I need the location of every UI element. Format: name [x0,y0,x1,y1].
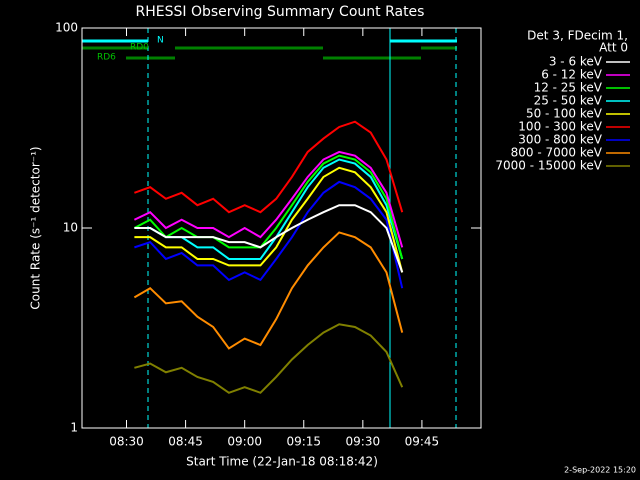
x-tick-label: 09:00 [227,435,262,449]
legend-label: 6 - 12 keV [541,68,603,82]
y-axis-label: Count Rate (s⁻¹ detector⁻¹) [29,146,43,309]
x-tick-label: 08:45 [168,435,203,449]
series-line [134,120,404,214]
series-line [133,154,404,260]
y-tick-label: 1 [70,421,78,435]
legend-label: 800 - 7000 keV [511,146,603,160]
series-line [134,204,404,273]
legend-label: 25 - 50 keV [534,94,603,108]
flag-label: RD6 [97,53,116,63]
footer: 2-Sep-2022 15:20 [564,466,636,475]
x-axis-label: Start Time (22-Jan-18 08:18:42) [186,455,378,469]
flag-label: RD0 [130,43,149,53]
series-line [133,231,404,350]
series-line [134,180,404,289]
legend-label: 7000 - 15000 keV [495,159,602,173]
series-line [134,166,404,273]
chart-title: RHESSI Observing Summary Count Rates [136,4,425,20]
y-tick-label: 10 [63,221,78,235]
legend-label: 300 - 800 keV [518,133,602,147]
legend-title: Att 0 [599,41,628,55]
series-line [134,323,404,394]
x-tick-label: 08:30 [109,435,144,449]
x-tick-label: 09:15 [286,435,321,449]
x-tick-label: 09:45 [405,435,440,449]
legend-label: 12 - 25 keV [534,81,603,95]
legend-label: 3 - 6 keV [549,55,603,69]
series-line [133,150,404,248]
y-tick-label: 100 [55,21,78,35]
x-tick-label: 09:30 [346,435,381,449]
legend-title: Det 3, FDecim 1, [527,29,628,43]
legend-label: 50 - 100 keV [526,107,603,121]
flag-label: N [157,36,164,46]
legend-label: 100 - 300 keV [518,120,602,134]
